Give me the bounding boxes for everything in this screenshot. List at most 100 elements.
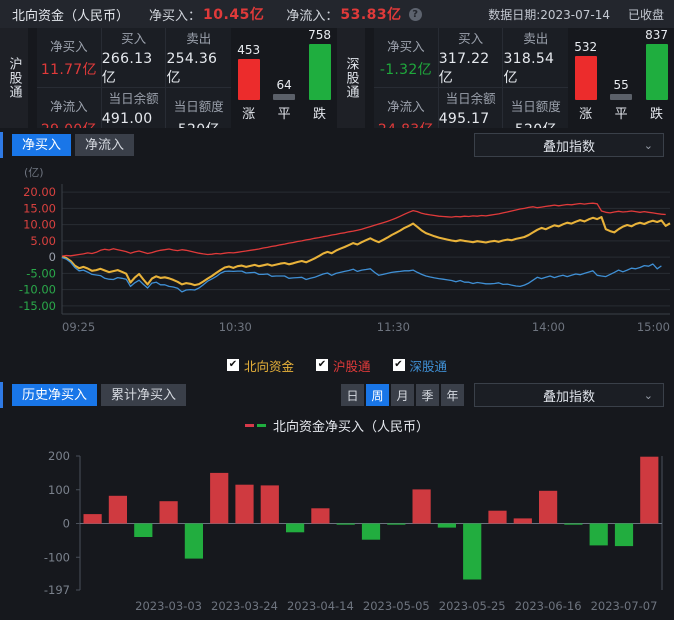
bar xyxy=(488,510,507,524)
intraday-section: 净买入 净流入 叠加指数 ⌄ (亿) 20.00 15.00 10.00 5.00 0 -… xyxy=(0,128,674,378)
x-tick-label: 11:30 xyxy=(377,320,410,334)
x-tick-label: 2023-07-07 xyxy=(591,599,658,613)
x-tick-label: 2023-03-24 xyxy=(211,599,278,613)
x-tick-label: 14:00 xyxy=(532,320,565,334)
chevron-down-icon: ⌄ xyxy=(643,388,653,402)
bar xyxy=(539,490,558,524)
legend-checkbox-shenzhen[interactable]: ✔ xyxy=(392,359,405,371)
tab-historical-net-buy[interactable]: 历史净买入 xyxy=(12,384,98,406)
bar-chart-title-row: 北向资金净买入（人民币） xyxy=(0,412,674,438)
flat-count: 55 xyxy=(613,78,629,92)
bar xyxy=(108,495,127,524)
flat-caption: 平 xyxy=(614,107,628,122)
legend-item-shenzhen[interactable]: ✔ 深股通 xyxy=(392,356,448,375)
header-net-inflow-value: 53.83亿 xyxy=(340,7,402,23)
market-status-label: 已收盘 xyxy=(627,7,664,22)
period-day[interactable]: 日 xyxy=(341,384,364,406)
stat-cell: 净买入 -1.32亿 xyxy=(374,28,439,88)
y-tick-label: -10.00 xyxy=(19,283,56,297)
bar xyxy=(235,484,254,524)
advance-count: 532 xyxy=(574,40,598,54)
stats-grid-shanghai: 净买入 11.77亿 买入 266.13亿 卖出 254.36亿 净流入 29.… xyxy=(37,28,232,147)
stat-value: -1.32亿 xyxy=(379,62,432,78)
bar xyxy=(640,456,659,524)
stat-key: 卖出 xyxy=(523,31,549,46)
legend-checkbox-shanghai[interactable]: ✔ xyxy=(315,359,328,371)
decline-count: 837 xyxy=(645,28,668,42)
bar xyxy=(260,485,279,524)
y-tick-label: 100 xyxy=(48,483,70,497)
header-net-buy-value: 10.45亿 xyxy=(203,7,265,23)
overlay-index-select-history[interactable]: 叠加指数 ⌄ xyxy=(474,383,664,407)
flat-count: 64 xyxy=(276,78,292,92)
stat-value: 266.13亿 xyxy=(101,51,153,86)
period-month[interactable]: 月 xyxy=(391,384,414,406)
legend-checkbox-northbound[interactable]: ✔ xyxy=(226,359,239,371)
advance-bar xyxy=(237,59,260,100)
header-meta: 数据日期:2023-07-14 已收盘 xyxy=(488,0,664,28)
tab-cumulative-net-buy[interactable]: 累计净买入 xyxy=(101,384,187,406)
overlay-index-select-intraday[interactable]: 叠加指数 ⌄ xyxy=(474,133,664,157)
period-quarter[interactable]: 季 xyxy=(416,384,439,406)
x-tick-label: 15:00 xyxy=(637,320,670,334)
period-year[interactable]: 年 xyxy=(441,384,464,406)
flat-bar-group: 55 平 xyxy=(610,28,633,122)
header-net-inflow: 净流入： 53.83亿 ? xyxy=(286,4,422,24)
bar xyxy=(159,501,178,524)
bar-chart-title: 北向资金净买入（人民币） xyxy=(272,419,429,435)
legend-item-northbound[interactable]: ✔ 北向资金 xyxy=(226,356,294,375)
stat-cell: 净买入 11.77亿 xyxy=(37,28,102,88)
legend-label-northbound: 北向资金 xyxy=(243,358,294,374)
panel-spacer xyxy=(28,28,37,128)
legend-label-shenzhen: 深股通 xyxy=(409,358,448,374)
panel-tab-shanghai[interactable]: 沪股通 xyxy=(0,28,28,128)
decline-bar-group: 758 跌 xyxy=(308,28,331,122)
help-icon[interactable]: ? xyxy=(408,7,422,21)
period-week[interactable]: 周 xyxy=(366,384,389,406)
y-tick-label: -197 xyxy=(44,583,70,597)
tab-net-buy[interactable]: 净买入 xyxy=(12,134,72,156)
stat-key: 当日余额 xyxy=(108,91,159,106)
bar xyxy=(412,489,431,524)
stat-value: 317.22亿 xyxy=(438,51,490,86)
stat-key: 当日额度 xyxy=(173,99,224,114)
header-bar: 北向资金（人民币） 净买入： 10.45亿 净流入： 53.83亿 ? 数据日期… xyxy=(0,0,674,28)
panel-tab-shenzhen[interactable]: 深股通 xyxy=(337,28,365,128)
stat-key: 净买入 xyxy=(387,39,425,54)
advance-caption: 涨 xyxy=(579,107,593,122)
y-tick-label: 0 xyxy=(63,517,70,531)
tab-net-inflow[interactable]: 净流入 xyxy=(75,134,135,156)
x-tick-label: 2023-04-14 xyxy=(287,599,354,613)
bar xyxy=(336,523,355,525)
bar xyxy=(134,523,153,537)
history-toolbar: 历史净买入 累计净买入 日 周 月 季 年 叠加指数 ⌄ xyxy=(0,378,674,412)
y-tick-label: 15.00 xyxy=(23,201,56,215)
y-tick-label: 5.00 xyxy=(30,234,56,248)
history-chart-svg: 200 100 0 -100 -197 2023-03-03 2023-03-24 2023-… xyxy=(44,449,663,613)
advance-decline-bars-shenzhen: 532 涨 55 平 837 跌 xyxy=(568,28,674,128)
y-tick-label: -15.00 xyxy=(19,299,56,313)
y-tick-label: -5.00 xyxy=(26,266,56,280)
y-tick-label: 10.00 xyxy=(23,218,56,232)
overlay-index-value: 叠加指数 xyxy=(542,389,595,405)
accent-bar xyxy=(0,132,3,158)
history-toolbar-right: 日 周 月 季 年 叠加指数 ⌄ xyxy=(341,378,664,412)
period-selector: 日 周 月 季 年 xyxy=(341,384,464,406)
bar xyxy=(184,523,203,559)
decline-caption: 跌 xyxy=(650,107,664,122)
line-series-深股通 xyxy=(61,256,662,293)
page-title: 北向资金（人民币） xyxy=(12,8,130,24)
flat-bar-group: 64 平 xyxy=(273,28,296,122)
stat-value: 11.77亿 xyxy=(40,62,97,78)
header-net-buy-label: 净买入： xyxy=(149,8,202,24)
decline-caption: 跌 xyxy=(313,107,327,122)
line-series-沪股通 xyxy=(61,202,666,257)
stat-key: 当日余额 xyxy=(445,91,496,106)
history-bar-chart: 200 100 0 -100 -197 2023-03-03 2023-03-24 2023-… xyxy=(0,438,674,620)
legend-item-shanghai[interactable]: ✔ 沪股通 xyxy=(315,356,371,375)
header-net-buy: 净买入： 10.45亿 xyxy=(149,4,264,24)
overlay-index-value: 叠加指数 xyxy=(542,139,595,155)
bar xyxy=(513,518,532,524)
stat-key: 当日额度 xyxy=(510,99,561,114)
stat-key: 净流入 xyxy=(50,99,88,114)
